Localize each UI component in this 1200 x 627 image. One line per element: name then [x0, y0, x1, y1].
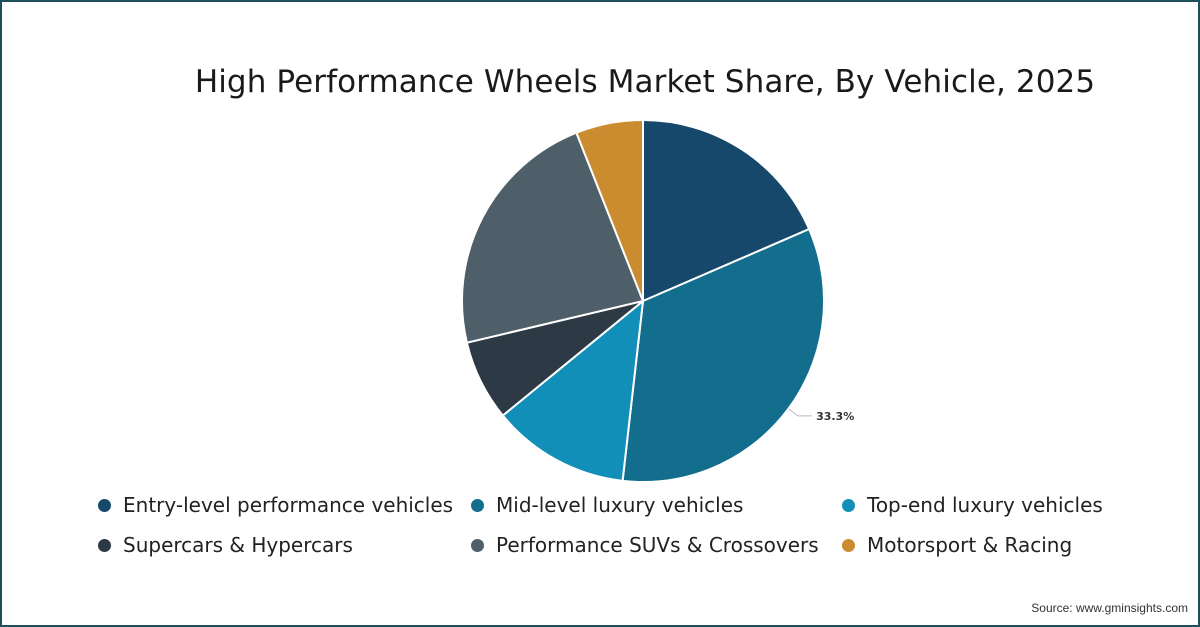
legend-dot-icon	[98, 498, 111, 512]
legend-label: Motorsport & Racing	[867, 533, 1073, 557]
pie-slice-motorsport-racing[interactable]	[575, 118, 644, 302]
pie-slice-top-end-luxury-vehicles[interactable]	[501, 298, 645, 482]
legend-dot-icon	[98, 538, 111, 552]
legend-item[interactable]: Motorsport & Racing	[842, 533, 1072, 557]
legend-item[interactable]: Entry-level performance vehicles	[98, 493, 453, 517]
legend-label: Performance SUVs & Crossovers	[496, 533, 819, 557]
legend-dot-icon	[471, 498, 484, 512]
legend-dot-icon	[842, 538, 855, 552]
pie-slice-entry-level-performance-vehicles[interactable]	[642, 118, 811, 303]
legend-item[interactable]: Top-end luxury vehicles	[842, 493, 1103, 517]
legend-label: Entry-level performance vehicles	[123, 493, 454, 517]
legend-item[interactable]: Performance SUVs & Crossovers	[471, 533, 819, 557]
data-label-leader-line	[788, 408, 813, 417]
pie-slice-performance-suvs-crossovers[interactable]	[461, 131, 645, 344]
source-note: Source: www.gminsights.com	[1031, 601, 1188, 615]
legend-dot-icon	[471, 538, 484, 552]
chart-title: High Performance Wheels Market Share, By…	[194, 64, 1096, 100]
legend-label: Supercars & Hypercars	[123, 533, 353, 557]
legend-item[interactable]: Supercars & Hypercars	[98, 533, 353, 557]
legend-label: Mid-level luxury vehicles	[496, 493, 744, 517]
legend-dot-icon	[842, 498, 855, 512]
data-label: 33.3%	[816, 410, 854, 423]
legend-item[interactable]: Mid-level luxury vehicles	[471, 493, 743, 517]
legend-label: Top-end luxury vehicles	[867, 493, 1103, 517]
